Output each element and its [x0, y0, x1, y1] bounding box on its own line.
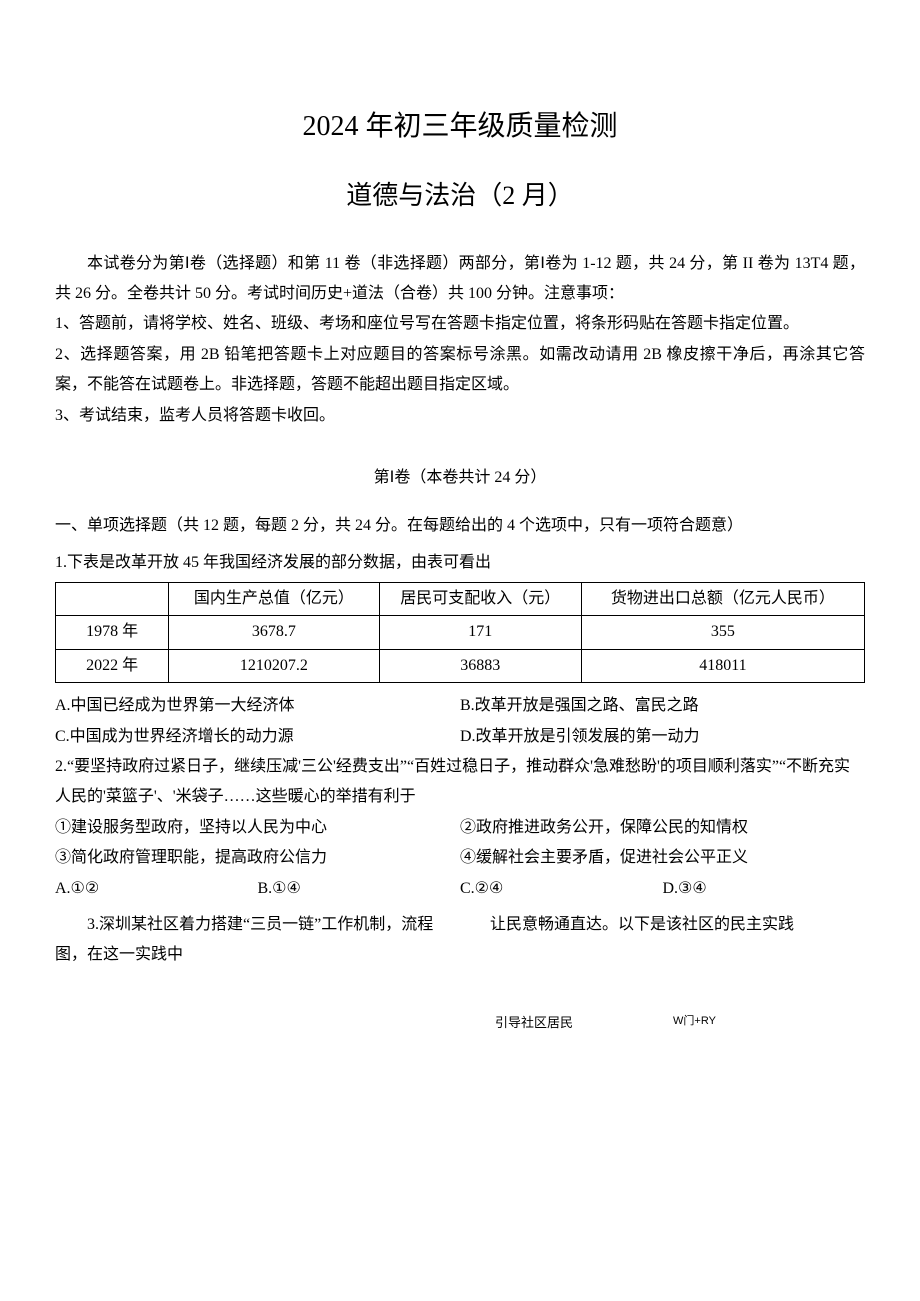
table-cell: 355 — [581, 616, 864, 649]
table-header-1: 国内生产总值（亿元） — [169, 583, 379, 616]
question-1-options: A.中国已经成为世界第一大经济体 B.改革开放是强国之路、富民之路 C.中国成为… — [55, 691, 865, 752]
question-2-options: A.①② B.①④ C.②④ D.③④ — [55, 874, 865, 904]
table-header-0 — [56, 583, 169, 616]
statement-4: ④缓解社会主要矛盾，促进社会公平正义 — [460, 843, 865, 873]
title-sub: 道德与法治（2 月） — [55, 171, 865, 220]
table-cell: 1978 年 — [56, 616, 169, 649]
question-3-right: 让民意畅通直达。以下是该社区的民主实践 — [490, 910, 879, 971]
option-a: A.中国已经成为世界第一大经济体 — [55, 691, 460, 721]
table-cell: 3678.7 — [169, 616, 379, 649]
question-2-statements: ①建设服务型政府，坚持以人民为中心 ②政府推进政务公开，保障公民的知情权 ③简化… — [55, 813, 865, 874]
option-d: D.改革开放是引领发展的第一动力 — [460, 722, 865, 752]
table-cell: 171 — [379, 616, 581, 649]
statement-3: ③简化政府管理职能，提高政府公信力 — [55, 843, 460, 873]
section-1-intro: 一、单项选择题（共 12 题，每题 2 分，共 24 分。在每题给出的 4 个选… — [55, 511, 865, 541]
option-a: A.①② — [55, 874, 258, 904]
footer-text-2: W门+RY — [673, 1011, 716, 1036]
footer-text-1: 引导社区居民 — [495, 1011, 573, 1036]
statement-2: ②政府推进政务公开，保障公民的知情权 — [460, 813, 865, 843]
instruction-3: 3、考试结束，监考人员将答题卡收回。 — [55, 401, 865, 431]
section-1-header: 第Ⅰ卷（本卷共计 24 分） — [55, 463, 865, 493]
question-3-left: 3.深圳某社区着力搭建“三员一链”工作机制，流程图，在这一实践中 — [55, 910, 460, 971]
data-table: 国内生产总值（亿元） 居民可支配收入（元） 货物进出口总额（亿元人民币） 197… — [55, 582, 865, 683]
table-cell: 2022 年 — [56, 649, 169, 682]
question-1-text: 1.下表是改革开放 45 年我国经济发展的部分数据，由表可看出 — [55, 548, 865, 578]
option-c: C.中国成为世界经济增长的动力源 — [55, 722, 460, 752]
instruction-2: 2、选择题答案，用 2B 铅笔把答题卡上对应题目的答案标号涂黑。如需改动请用 2… — [55, 340, 865, 401]
table-header-3: 货物进出口总额（亿元人民币） — [581, 583, 864, 616]
statement-1: ①建设服务型政府，坚持以人民为中心 — [55, 813, 460, 843]
table-row-header: 国内生产总值（亿元） 居民可支配收入（元） 货物进出口总额（亿元人民币） — [56, 583, 865, 616]
footer-fragment: 引导社区居民 W门+RY — [55, 1011, 865, 1036]
option-b: B.①④ — [258, 874, 461, 904]
table-header-2: 居民可支配收入（元） — [379, 583, 581, 616]
instruction-1: 1、答题前，请将学校、姓名、班级、考场和座位号写在答题卡指定位置，将条形码贴在答… — [55, 309, 865, 339]
title-main: 2024 年初三年级质量检测 — [55, 100, 865, 153]
option-c: C.②④ — [460, 874, 663, 904]
table-cell: 36883 — [379, 649, 581, 682]
intro-paragraph: 本试卷分为第Ⅰ卷（选择题）和第 11 卷（非选择题）两部分，第Ⅰ卷为 1-12 … — [55, 249, 865, 310]
table-row: 1978 年 3678.7 171 355 — [56, 616, 865, 649]
table-cell: 1210207.2 — [169, 649, 379, 682]
question-3-block: 3.深圳某社区着力搭建“三员一链”工作机制，流程图，在这一实践中 让民意畅通直达… — [55, 910, 865, 971]
question-2-text: 2.“要坚持政府过紧日子，继续压减'三公'经费支出”“百姓过稳日子，推动群众'急… — [55, 752, 865, 813]
table-cell: 418011 — [581, 649, 864, 682]
option-b: B.改革开放是强国之路、富民之路 — [460, 691, 865, 721]
option-d: D.③④ — [663, 874, 866, 904]
table-row: 2022 年 1210207.2 36883 418011 — [56, 649, 865, 682]
